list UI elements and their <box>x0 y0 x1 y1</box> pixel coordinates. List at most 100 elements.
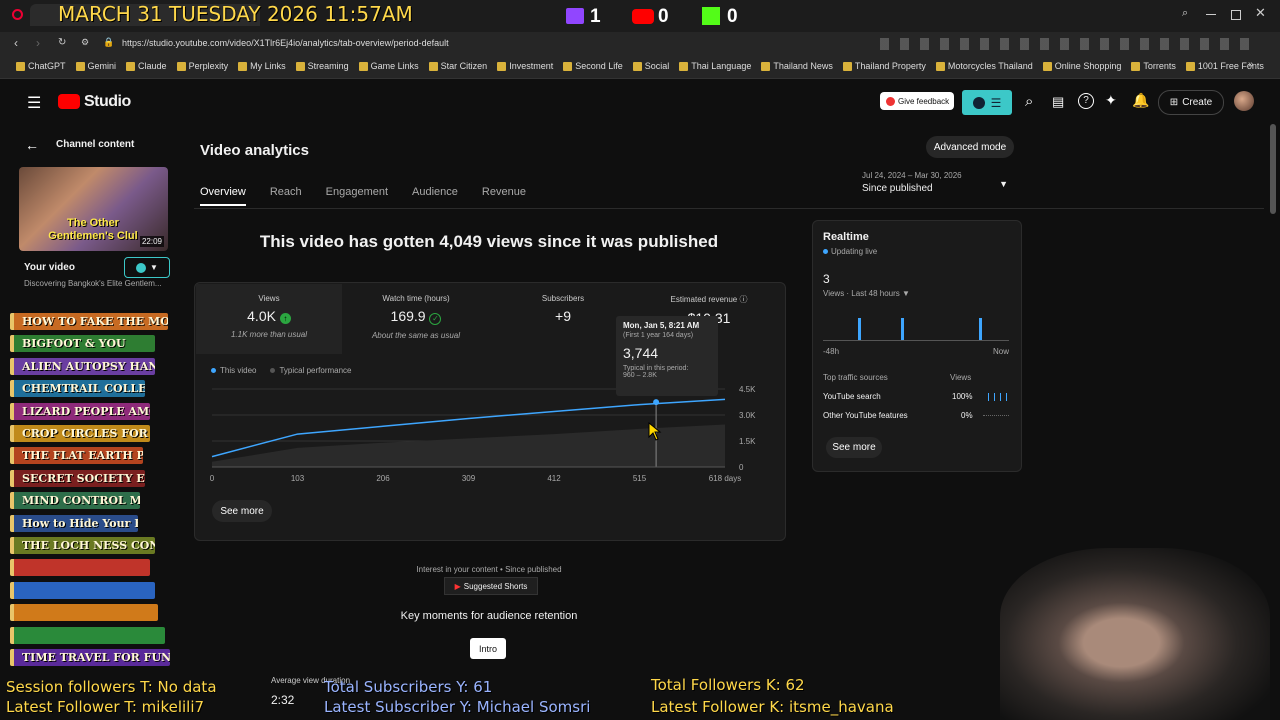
date-range-selector[interactable]: Jul 24, 2024 – Mar 30, 2026 Since publis… <box>862 171 1012 201</box>
metric-value: +9 <box>555 308 571 324</box>
metric-views[interactable]: Views 4.0K ↑ 1.1K more than usual <box>196 284 342 354</box>
tabs-divider <box>194 208 1264 209</box>
maximize-icon[interactable] <box>1231 10 1241 20</box>
opera-icon[interactable] <box>12 9 23 20</box>
advanced-mode-button[interactable]: Advanced mode <box>926 136 1014 158</box>
sparkle-icon[interactable]: ✦ <box>1105 92 1117 108</box>
back-icon[interactable]: ‹ <box>14 36 18 50</box>
bookmark-item[interactable]: Motorcycles Thailand <box>935 61 1033 71</box>
bookmark-item[interactable]: My Links <box>238 61 286 71</box>
realtime-see-more-button[interactable]: See more <box>826 437 882 458</box>
channel-content-link[interactable]: Channel content <box>56 139 135 150</box>
close-icon[interactable]: ✕ <box>1255 5 1266 20</box>
search-icon[interactable]: ⌕ <box>1025 93 1034 110</box>
tab-overview[interactable]: Overview <box>200 186 246 206</box>
bookmark-item[interactable]: Perplexity <box>176 61 228 71</box>
tab-audience[interactable]: Audience <box>412 186 458 198</box>
tab-revenue[interactable]: Revenue <box>481 186 526 198</box>
traffic-source: Other YouTube features <box>823 411 908 420</box>
video-thumbnail[interactable]: The Other Gentlemen's Clul 22:09 <box>19 167 168 251</box>
bookmark-item[interactable]: Gemini <box>75 61 116 71</box>
bookmark-item[interactable]: Star Citizen <box>428 61 487 71</box>
hover-point <box>653 399 660 406</box>
give-feedback-button[interactable]: Give feedback <box>880 92 954 110</box>
bookmark-item[interactable]: Claude <box>126 61 167 71</box>
folder-icon <box>16 61 25 71</box>
site-settings-icon[interactable]: ⚙ <box>81 37 90 47</box>
extension-icons[interactable] <box>880 38 1260 50</box>
retention-title: Key moments for audience retention <box>400 610 578 622</box>
forward-icon[interactable]: › <box>36 36 40 50</box>
bookmark-item[interactable]: Second Life <box>563 61 623 71</box>
minimize-icon[interactable] <box>1206 14 1216 15</box>
address-bar-row: ‹ › ↻ ⚙ 🔒 https://studio.youtube.com/vid… <box>0 32 1280 56</box>
video-options-button[interactable]: ▼ <box>124 257 170 278</box>
help-icon[interactable]: ? <box>1078 93 1094 109</box>
folder-icon <box>632 61 642 71</box>
metric-watch-time[interactable]: Watch time (hours) 169.9 ✓ About the sam… <box>342 284 490 354</box>
notifications-icon[interactable]: 🔔 <box>1132 92 1150 108</box>
mouse-cursor-icon <box>648 422 662 441</box>
bookmark-item[interactable]: Thailand News <box>761 61 833 71</box>
hamburger-menu-icon[interactable]: ☰ <box>27 95 42 112</box>
studio-logo[interactable]: Studio <box>84 93 131 110</box>
create-button[interactable]: ⊞ Create <box>1158 90 1224 115</box>
bookmark-item[interactable]: Investment <box>497 61 553 71</box>
intro-button[interactable]: Intro <box>470 638 506 659</box>
bookmark-item[interactable]: 1001 Free Fonts <box>1185 61 1264 71</box>
traffic-bars <box>988 393 1008 401</box>
tab-reach[interactable]: Reach <box>269 186 302 198</box>
realtime-bars <box>823 315 1009 341</box>
reload-icon[interactable]: ↻ <box>58 37 67 48</box>
book-spine: BIGFOOT & YOU <box>10 335 155 353</box>
bookmark-item[interactable]: Online Shopping <box>1042 61 1121 71</box>
browser-tab-strip: ✕ ⌕ <box>0 0 1280 32</box>
bookmark-item[interactable]: Thai Language <box>679 61 751 71</box>
messages-icon[interactable]: ▤ <box>1052 94 1065 109</box>
realtime-views-dropdown[interactable]: Views · Last 48 hours ▼ <box>823 289 910 298</box>
metric-subscribers[interactable]: Subscribers +9 <box>490 284 636 354</box>
bookmark-item[interactable]: Game Links <box>358 61 419 71</box>
info-icon[interactable]: ⓘ <box>739 295 748 304</box>
total-subscribers-y: Total Subscribers Y: 61 <box>324 678 493 696</box>
suggested-shorts-chip[interactable]: ▶ Suggested Shorts <box>444 577 538 595</box>
browser-tab[interactable] <box>30 4 260 26</box>
folder-icon <box>1131 61 1141 71</box>
metric-value: 169.9 <box>390 308 426 324</box>
search-tabs-icon[interactable]: ⌕ <box>1182 7 1189 19</box>
traffic-bars <box>983 415 1009 417</box>
y-tick-label: 4.5K <box>739 385 756 394</box>
tab-engagement[interactable]: Engagement <box>325 186 389 198</box>
extension-menu-button[interactable]: ☰ <box>962 90 1012 115</box>
check-icon: ✓ <box>429 313 442 325</box>
page-scrollbar[interactable] <box>1270 124 1276 214</box>
tab-bar: Overview Reach Engagement Audience Reven… <box>200 186 526 206</box>
bookmark-item[interactable]: Social <box>632 61 669 71</box>
url-text[interactable]: https://studio.youtube.com/video/X1Tlr6E… <box>122 38 449 48</box>
bookmark-item[interactable]: Thailand Property <box>842 61 926 71</box>
youtube-logo-icon[interactable] <box>58 94 80 109</box>
your-video-label: Your video <box>24 262 75 273</box>
see-more-button[interactable]: See more <box>212 500 272 522</box>
folder-icon <box>679 61 689 71</box>
thumbnail-duration: 22:09 <box>139 236 164 247</box>
y-tick-label: 1.5K <box>739 437 756 446</box>
chevron-down-icon: ▼ <box>902 289 910 298</box>
x-tick-label: 412 <box>547 474 561 483</box>
folder-icon <box>842 61 852 71</box>
folder-icon <box>126 61 136 71</box>
bookmark-item[interactable]: Streaming <box>295 61 349 71</box>
book-spine <box>10 626 165 644</box>
views-chart[interactable]: 0 1.5K 3.0K 4.5K 0 103 206 309 412 515 618 days <box>200 379 770 494</box>
traffic-pct: 0% <box>961 411 973 420</box>
traffic-source: YouTube search <box>823 392 881 401</box>
tooltip-typical-label: Typical in this period: <box>623 365 689 372</box>
more-bookmarks-icon[interactable]: » <box>1248 59 1254 70</box>
avatar[interactable] <box>1234 91 1254 111</box>
bookmarks-bar: ChatGPT Gemini Claude Perplexity My Links Str… <box>0 56 1280 79</box>
x-tick-label: 206 <box>376 474 390 483</box>
bookmark-item[interactable]: ChatGPT <box>16 61 66 71</box>
bookmark-item[interactable]: Torrents <box>1131 61 1176 71</box>
thumbnail-title: The Other Gentlemen's Clul <box>48 217 138 242</box>
back-arrow-icon[interactable]: ← <box>25 137 39 153</box>
